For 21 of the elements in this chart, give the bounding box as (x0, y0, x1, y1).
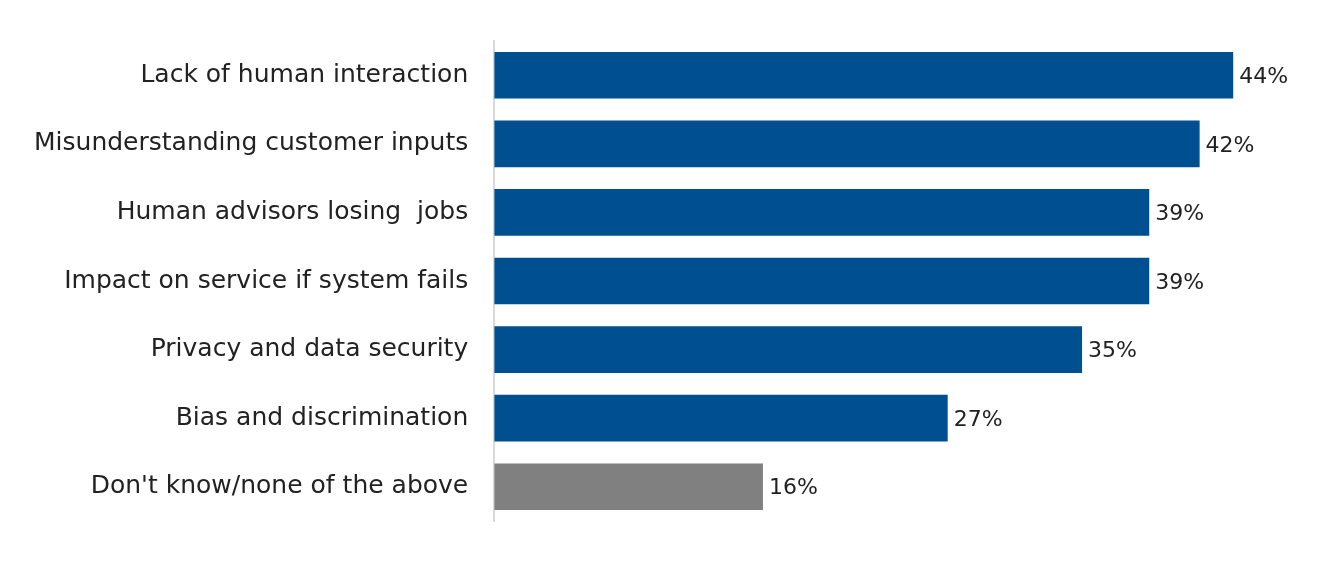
y-tick-label: Human advisors losing jobs (116, 195, 469, 225)
data-label: 42% (1205, 131, 1255, 157)
bar (494, 257, 1150, 305)
data-label: 39% (1155, 268, 1205, 294)
data-label: 39% (1155, 200, 1205, 226)
bar (494, 394, 948, 442)
y-tick-label: Privacy and data security (150, 333, 469, 363)
y-tick-label: Misunderstanding customer inputs (33, 127, 469, 157)
data-label: 44% (1239, 63, 1289, 88)
y-tick-label: Bias and discrimination (175, 401, 469, 431)
bar (494, 463, 763, 511)
y-tick-label: Lack of human interaction (140, 58, 469, 88)
data-label: 35% (1088, 337, 1137, 363)
data-label: 27% (953, 405, 1003, 431)
data-label: 16% (768, 474, 818, 500)
y-tick-label: Impact on service if system fails (64, 264, 469, 294)
bar (494, 326, 1083, 373)
y-tick-label: Don't know/none of the above (90, 470, 469, 500)
bar (494, 189, 1150, 236)
bar (494, 51, 1234, 99)
bar (494, 120, 1200, 168)
